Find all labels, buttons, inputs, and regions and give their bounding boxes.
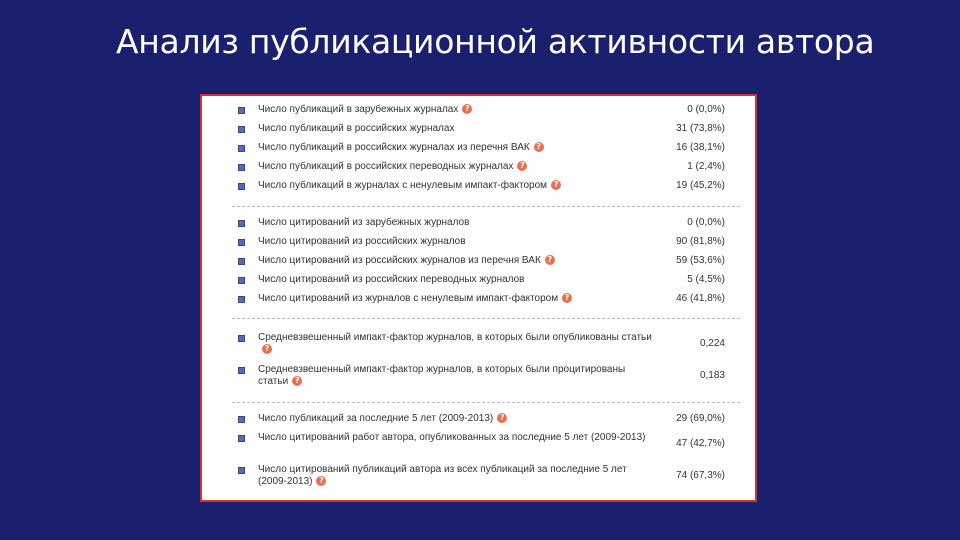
bullet-icon [238, 335, 245, 342]
bullet-icon [238, 467, 245, 474]
section-divider [232, 206, 740, 207]
stat-label: Число цитирований из российских переводн… [258, 274, 525, 285]
stat-value: 0 (0,0%) [687, 217, 725, 228]
help-icon[interactable]: ? [551, 180, 562, 191]
bullet-icon [238, 239, 245, 246]
bullet-icon [238, 258, 245, 265]
help-icon[interactable]: ? [517, 161, 528, 172]
stat-label: Число публикаций в зарубежных журналах? [258, 104, 658, 116]
stat-label: Число цитирований из российских журналов [258, 236, 466, 247]
bullet-icon [238, 183, 245, 190]
stat-value: 16 (38,1%) [676, 142, 725, 153]
bullet-icon [238, 277, 245, 284]
stat-value: 31 (73,8%) [676, 123, 725, 134]
bullet-icon [238, 107, 245, 114]
help-icon[interactable]: ? [316, 476, 327, 487]
section-divider [232, 402, 740, 403]
stat-value: 59 (53,6%) [676, 255, 725, 266]
stat-value: 46 (41,8%) [676, 293, 725, 304]
stat-label: Число публикаций за последние 5 лет (200… [258, 413, 658, 425]
stat-label: Число цитирований работ автора, опублико… [258, 432, 646, 443]
bullet-icon [238, 296, 245, 303]
publication-stats-panel: Число публикаций в зарубежных журналах? 0… [200, 94, 757, 502]
bullet-icon [238, 145, 245, 152]
stat-value: 0 (0,0%) [687, 104, 725, 115]
stat-value: 5 (4,5%) [687, 274, 725, 285]
help-icon[interactable]: ? [544, 255, 555, 266]
stat-value: 90 (81,8%) [676, 236, 725, 247]
help-icon[interactable]: ? [533, 142, 544, 153]
bullet-icon [238, 367, 245, 374]
stat-label: Число цитирований из зарубежных журналов [258, 217, 470, 228]
stat-value: 1 (2,4%) [687, 161, 725, 172]
stat-label: Число публикаций в российских журналах и… [258, 142, 658, 154]
slide-title: Анализ публикационной активности автора [116, 22, 875, 61]
bullet-icon [238, 435, 245, 442]
stat-label: Число публикаций в российских журналах [258, 123, 455, 134]
stat-label: Число публикаций в журналах с ненулевым … [258, 180, 658, 192]
bullet-icon [238, 416, 245, 423]
stat-label: Средневзвешенный импакт-фактор журналов,… [258, 364, 626, 387]
section-divider [232, 318, 740, 319]
stat-label: Средневзвешенный импакт-фактор журналов,… [258, 332, 652, 355]
stat-value: 0,183 [699, 370, 725, 381]
help-icon[interactable]: ? [292, 376, 303, 387]
help-icon[interactable]: ? [497, 413, 508, 424]
stat-value: 0,224 [699, 338, 725, 349]
bullet-icon [238, 220, 245, 227]
stat-value: 74 (67,3%) [676, 470, 725, 481]
help-icon[interactable]: ? [562, 293, 573, 304]
stat-label: Число цитирований из российских журналов… [258, 255, 658, 267]
stat-value: 47 (42,7%) [676, 438, 725, 449]
help-icon[interactable]: ? [462, 104, 473, 115]
bullet-icon [238, 126, 245, 133]
stat-value: 29 (69,0%) [676, 413, 725, 424]
help-icon[interactable]: ? [262, 344, 272, 355]
stat-label: Число цитирований публикаций автора из в… [258, 464, 627, 487]
stat-label: Число публикаций в российских переводных… [258, 161, 658, 173]
stat-label: Число цитирований из журналов с ненулевы… [258, 293, 658, 305]
bullet-icon [238, 164, 245, 171]
stat-value: 19 (45,2%) [676, 180, 725, 191]
